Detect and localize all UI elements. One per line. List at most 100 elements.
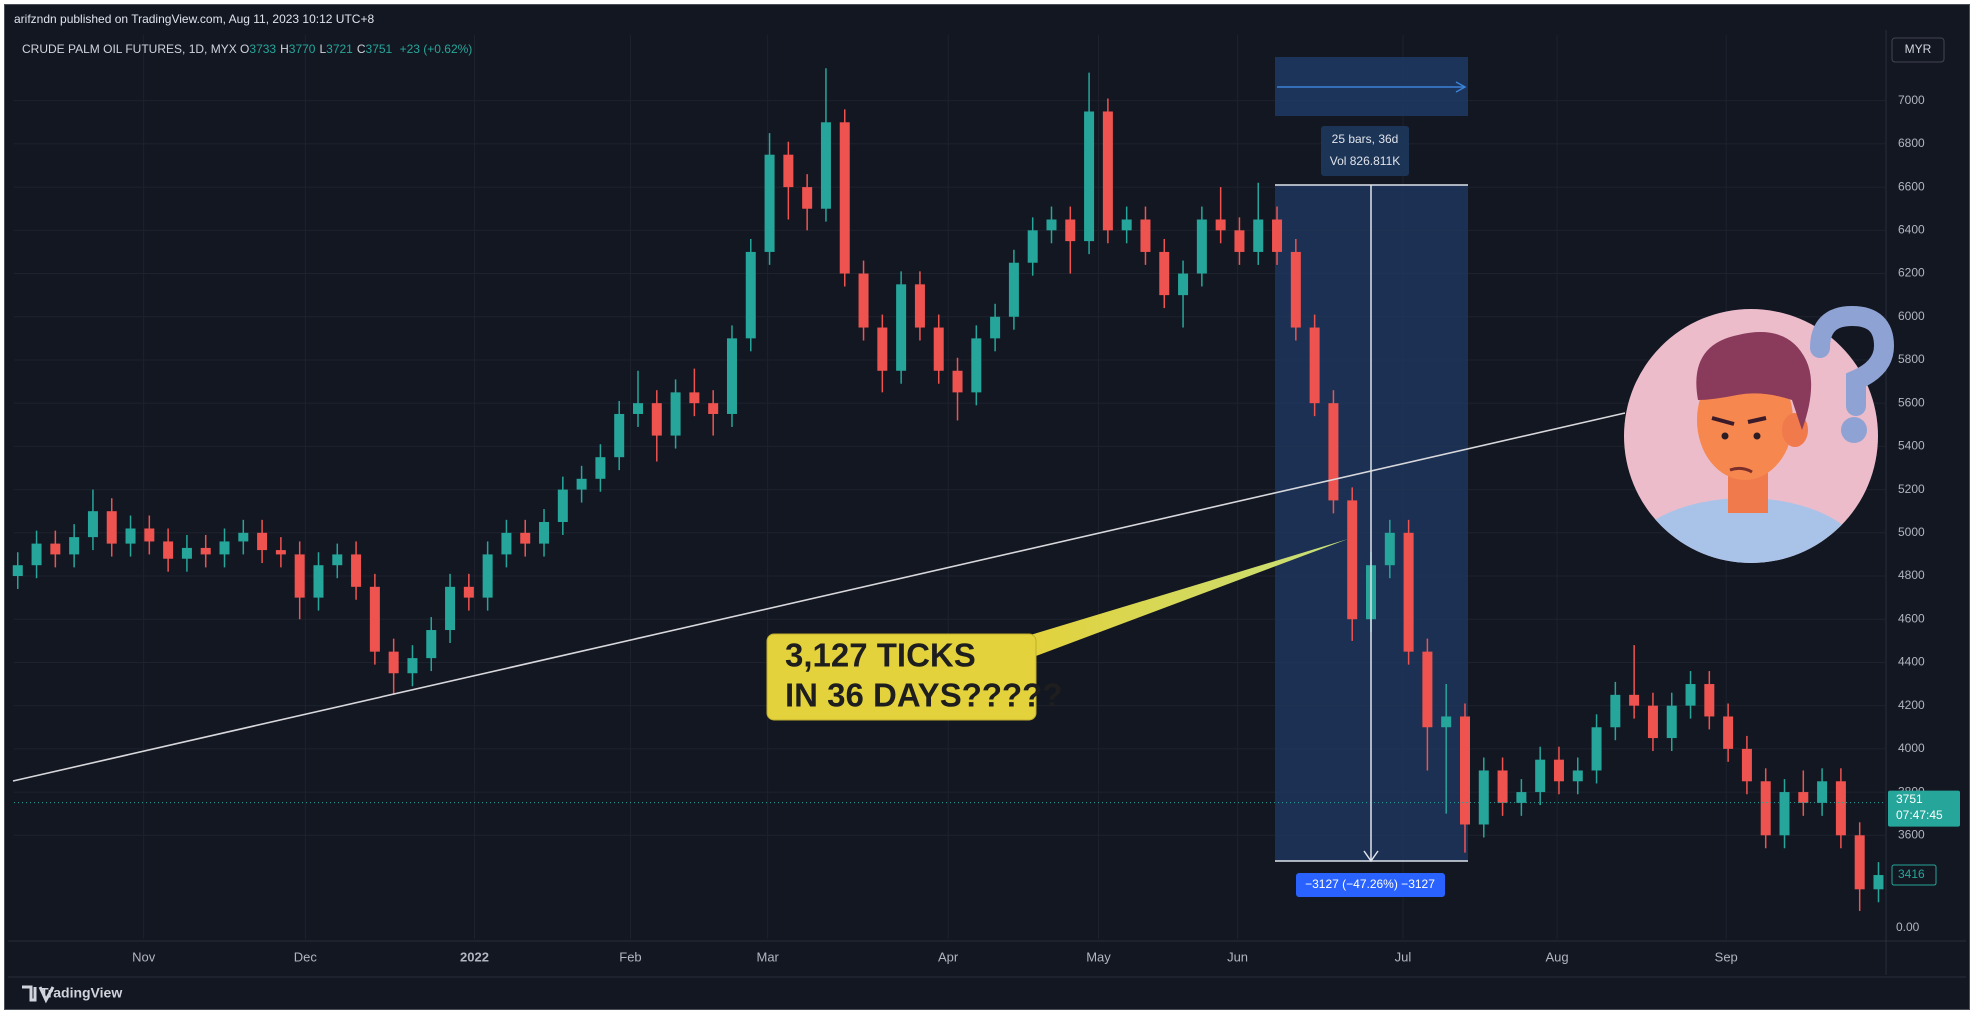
candle-body [914, 284, 925, 328]
candle-body [50, 543, 61, 555]
candle-body [1873, 875, 1884, 890]
candle-body [1779, 792, 1790, 836]
y-tick-label: 5600 [1898, 395, 1925, 409]
candle-body [1666, 705, 1677, 739]
ohlc-values: O3733 H3770 L3721 C3751 [240, 42, 396, 56]
x-tick-label: Dec [294, 949, 318, 964]
currency-button[interactable] [1891, 37, 1945, 63]
candle-body [125, 528, 136, 544]
symbol-title: CRUDE PALM OIL FUTURES, 1D, MYX [22, 42, 237, 56]
candle-body [106, 511, 117, 544]
candle-body [1704, 684, 1715, 717]
candle-body [1196, 219, 1207, 274]
callout-text: 3,127 TICKS [785, 637, 976, 674]
measure-bars: 25 bars, 36d [1332, 132, 1399, 146]
candle-body [482, 554, 493, 598]
y-tick-label: 6800 [1898, 136, 1925, 150]
x-tick-label: May [1086, 949, 1111, 964]
candle-body [802, 187, 813, 209]
candle-body [332, 554, 343, 566]
y-tick-label: 4200 [1898, 698, 1925, 712]
y-tick-label: 5000 [1898, 525, 1925, 539]
y-tick-label: 4000 [1898, 741, 1925, 755]
brand-name: TradingView [40, 985, 122, 1001]
ohlc-value: 3751 [365, 42, 393, 56]
candle-body [1027, 230, 1038, 263]
measure-top-arrowhead [1455, 81, 1467, 93]
candle-body [858, 273, 869, 328]
candle-body [1253, 219, 1264, 252]
x-tick-label: Jun [1227, 949, 1248, 964]
candle-body [557, 489, 568, 523]
candle-body [294, 554, 305, 598]
measure-volume: Vol 826.811K [1330, 154, 1401, 168]
candle-body [1760, 781, 1771, 836]
x-tick-label: Sep [1715, 949, 1738, 964]
candle-body [1084, 111, 1095, 242]
candle-body [1835, 781, 1846, 836]
candle-body [1798, 792, 1809, 803]
x-tick-label: Jul [1395, 949, 1412, 964]
y-tick-label: 4400 [1898, 655, 1925, 669]
candle-body [539, 522, 550, 544]
ohlc-key: C [356, 42, 366, 56]
scale-label: 0.00 [1896, 920, 1920, 934]
callout-box [766, 633, 1037, 721]
candle-body [1234, 230, 1245, 252]
candle-body [1478, 770, 1489, 825]
candle-body [1309, 327, 1320, 404]
candle-body [1817, 781, 1828, 803]
candle-body [1741, 748, 1752, 782]
candle-body [726, 338, 737, 414]
candle-body [407, 658, 418, 674]
candle-body [708, 403, 719, 414]
candle-body [933, 327, 944, 371]
candle-body [1102, 111, 1113, 231]
ohlc-key: H [280, 42, 289, 56]
x-tick-label: Nov [132, 949, 156, 964]
candle-body [1384, 532, 1395, 566]
candle-body [1497, 770, 1508, 803]
y-tick-label: 6600 [1898, 179, 1925, 193]
candle-body [839, 122, 850, 274]
y-tick-label: 4600 [1898, 611, 1925, 625]
y-tick-label: 5800 [1898, 352, 1925, 366]
candle-body [200, 547, 211, 555]
y-tick-label: 6400 [1898, 222, 1925, 236]
measure-change: −3127 (−47.26%) −3127 [1305, 877, 1435, 891]
candle-body [783, 154, 794, 188]
candle-body [1046, 219, 1057, 231]
ohlc-value: 3721 [326, 42, 353, 56]
candle-body [1403, 532, 1414, 652]
symbol-legend: CRUDE PALM OIL FUTURES, 1D, MYX O3733 H37… [22, 42, 472, 56]
candle-body [445, 586, 456, 631]
candle-body [463, 586, 474, 598]
candle-body [87, 511, 98, 538]
candle-body [877, 327, 888, 371]
candle-body [1854, 835, 1865, 890]
change-label: +23 (+0.62%) [399, 42, 473, 56]
candle-body [1121, 219, 1132, 231]
candle-body [633, 403, 643, 414]
candle-body [144, 528, 155, 542]
candle-body [1723, 716, 1734, 749]
candle-body [576, 478, 587, 490]
y-tick-label: 6000 [1898, 309, 1925, 323]
candle-body [275, 550, 286, 555]
candle-body [1553, 759, 1564, 782]
candle-body [1272, 219, 1283, 252]
candle-body [1290, 251, 1301, 328]
candle-body [952, 370, 963, 393]
candle-body [1459, 716, 1470, 825]
last-price-box [1888, 790, 1960, 827]
candle-body [1535, 759, 1546, 793]
candle-body [670, 392, 681, 436]
candle-body [1065, 219, 1076, 242]
candle-body [369, 586, 380, 652]
candle-body [651, 403, 662, 436]
candle-body [1685, 684, 1696, 706]
candle-body [971, 338, 982, 393]
candle-body [764, 154, 775, 252]
